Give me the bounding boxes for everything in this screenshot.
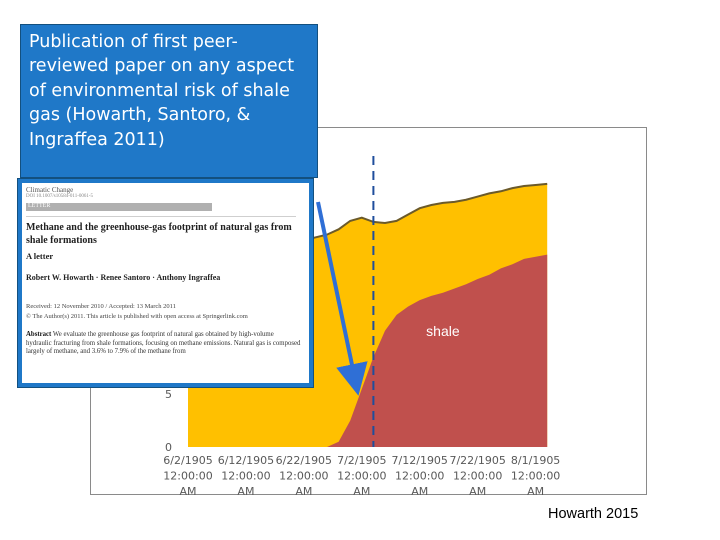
x-tick-label-line: 12:00:00 bbox=[279, 470, 328, 483]
x-tick-label: 6/2/1905 12:00:00 AM bbox=[163, 454, 212, 496]
paper-received: Received: 12 November 2010 / Accepted: 1… bbox=[26, 303, 176, 310]
x-tick-label-line: 7/22/1905 bbox=[449, 454, 505, 467]
x-tick-label-line: AM bbox=[295, 485, 312, 496]
x-tick-label-line: AM bbox=[469, 485, 486, 496]
paper-type: LETTER bbox=[28, 203, 51, 209]
y-tick-label: 5 bbox=[165, 388, 172, 401]
x-tick-label-line: 12:00:00 bbox=[395, 470, 444, 483]
paper-abstract-text: We evaluate the greenhouse gas footprint… bbox=[26, 331, 301, 356]
x-tick-label-line: 7/2/1905 bbox=[337, 454, 386, 467]
x-tick-label-line: 12:00:00 bbox=[453, 470, 502, 483]
paper-authors: Robert W. Howarth · Renee Santoro · Anth… bbox=[26, 273, 221, 282]
series-label-shale: shale bbox=[426, 323, 460, 339]
paper-abstract-label: Abstract bbox=[26, 331, 52, 338]
x-tick-label-line: AM bbox=[179, 485, 196, 496]
x-tick-label-line: AM bbox=[411, 485, 428, 496]
x-tick-label: 7/12/1905 12:00:00 AM bbox=[392, 454, 448, 496]
paper-title: Methane and the greenhouse-gas footprint… bbox=[26, 222, 292, 246]
paper-subtitle: A letter bbox=[26, 251, 54, 261]
x-tick-label-line: AM bbox=[237, 485, 254, 496]
x-tick-label: 8/1/1905 12:00:00 AM bbox=[511, 454, 560, 496]
x-tick-label-line: 6/2/1905 bbox=[163, 454, 212, 467]
x-tick-label-line: 12:00:00 bbox=[337, 470, 386, 483]
paper-rule bbox=[26, 216, 296, 217]
x-tick-label-line: 6/22/1905 bbox=[276, 454, 332, 467]
x-tick-label: 6/22/1905 12:00:00 AM bbox=[276, 454, 332, 496]
paper-doi: DOI 10.1007/s10584-011-0061-5 bbox=[26, 194, 94, 199]
paper-copyright: © The Author(s) 2011. This article is pu… bbox=[26, 313, 248, 320]
y-tick-label: 0 bbox=[165, 441, 172, 454]
paper-thumbnail: Climatic Change DOI 10.1007/s10584-011-0… bbox=[17, 178, 314, 388]
x-tick-label: 7/22/1905 12:00:00 AM bbox=[449, 454, 505, 496]
x-tick-label: 7/2/1905 12:00:00 AM bbox=[337, 454, 386, 496]
source-credit: Howarth 2015 bbox=[548, 506, 639, 522]
x-tick-label-line: 6/12/1905 bbox=[218, 454, 274, 467]
x-tick-label-line: AM bbox=[527, 485, 544, 496]
x-tick-label-line: 12:00:00 bbox=[221, 470, 270, 483]
x-tick-label-line: AM bbox=[353, 485, 370, 496]
paper-journal: Climatic Change bbox=[26, 186, 74, 194]
paper-type-bar bbox=[26, 203, 212, 211]
area-series-shale bbox=[188, 254, 548, 447]
callout-box: Publication of first peer-reviewed paper… bbox=[20, 24, 318, 178]
x-tick-label-line: 8/1/1905 bbox=[511, 454, 560, 467]
x-tick-label-line: 7/12/1905 bbox=[392, 454, 448, 467]
callout-text: Publication of first peer-reviewed paper… bbox=[29, 32, 295, 150]
x-tick-label-line: 12:00:00 bbox=[163, 470, 212, 483]
paper-abstract: Abstract We evaluate the greenhouse gas … bbox=[26, 331, 301, 357]
x-tick-label: 6/12/1905 12:00:00 AM bbox=[218, 454, 274, 496]
paper-page: Climatic Change DOI 10.1007/s10584-011-0… bbox=[22, 183, 309, 383]
x-tick-label-line: 12:00:00 bbox=[511, 470, 560, 483]
